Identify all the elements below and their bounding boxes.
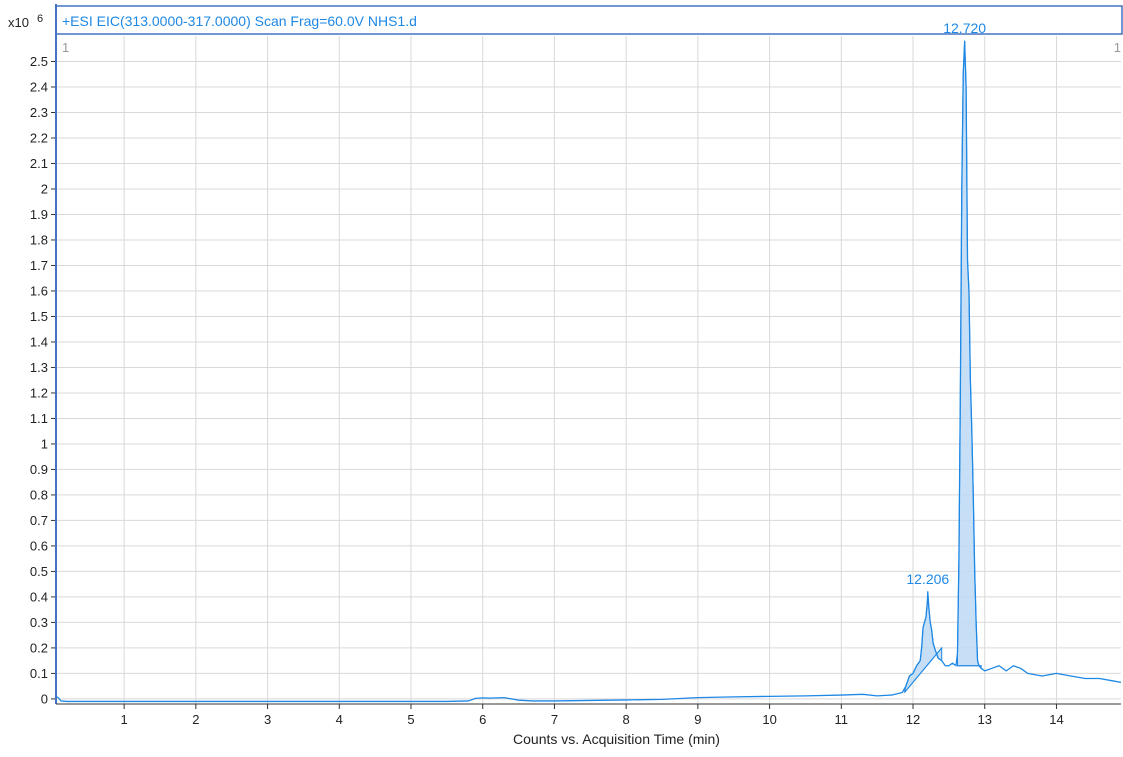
x-tick-label: 9 (694, 712, 701, 727)
y-tick-label: 0.8 (30, 487, 48, 502)
x-tick-label: 10 (762, 712, 776, 727)
y-tick-label: 1.4 (30, 334, 48, 349)
y-tick-label: 0.6 (30, 538, 48, 553)
x-tick-label: 4 (336, 712, 343, 727)
y-tick-label: 2.1 (30, 156, 48, 171)
x-tick-label: 3 (264, 712, 271, 727)
y-tick-label: 1 (41, 436, 48, 451)
y-tick-label: 2 (41, 181, 48, 196)
y-tick-label: 1.3 (30, 360, 48, 375)
x-tick-label: 2 (192, 712, 199, 727)
y-tick-label: 0.9 (30, 462, 48, 477)
corner-label-left: 1 (62, 40, 69, 55)
y-tick-label: 0.7 (30, 513, 48, 528)
y-tick-label: 0.4 (30, 589, 48, 604)
y-tick-label: 0.3 (30, 615, 48, 630)
y-tick-label: 1.7 (30, 258, 48, 273)
y-tick-label: 0.5 (30, 564, 48, 579)
peak-baseline (904, 647, 943, 693)
y-tick-label: 1.8 (30, 232, 48, 247)
x-tick-label: 7 (551, 712, 558, 727)
x-tick-label: 14 (1049, 712, 1063, 727)
peak-label: 12.206 (906, 571, 949, 587)
signal-trace (55, 40, 1122, 703)
y-tick-label: 1.5 (30, 309, 48, 324)
y-tick-label: 1.9 (30, 207, 48, 222)
x-tick-label: 11 (835, 712, 849, 727)
y-tick-label: 1.6 (30, 283, 48, 298)
x-tick-label: 8 (623, 712, 630, 727)
x-axis-label: Counts vs. Acquisition Time (min) (513, 731, 720, 747)
peak-label: 12.720 (943, 20, 986, 36)
x-tick-label: 13 (978, 712, 992, 727)
y-tick-label: 0.2 (30, 640, 48, 655)
x-tick-label: 6 (479, 712, 486, 727)
y-multiplier-exponent: 6 (37, 13, 43, 25)
x-tick-label: 12 (906, 712, 920, 727)
y-tick-label: 0 (41, 691, 48, 706)
y-tick-label: 1.1 (30, 411, 48, 426)
chart-title: +ESI EIC(313.0000-317.0000) Scan Frag=60… (62, 13, 417, 29)
y-tick-label: 2.3 (30, 105, 48, 120)
y-multiplier-label: x10 (8, 15, 29, 30)
y-tick-label: 0.1 (30, 666, 48, 681)
x-tick-label: 5 (407, 712, 414, 727)
y-tick-label: 2.4 (30, 79, 48, 94)
y-tick-label: 2.2 (30, 130, 48, 145)
y-tick-label: 1.2 (30, 385, 48, 400)
x-tick-label: 1 (121, 712, 128, 727)
corner-label-right: 1 (1114, 40, 1121, 55)
y-tick-label: 2.5 (30, 54, 48, 69)
peak-area (903, 591, 943, 693)
